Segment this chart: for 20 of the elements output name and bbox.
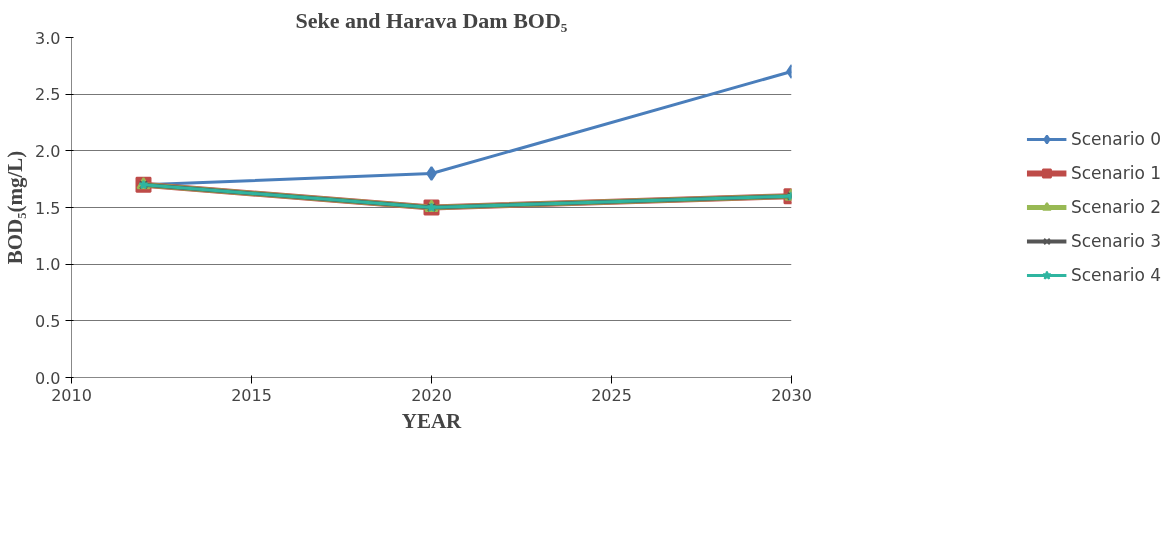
x-axis-title: YEAR — [401, 408, 463, 433]
x-tick-label: 2010 — [51, 385, 92, 405]
x-tick-label: 2030 — [771, 385, 812, 405]
x-tick-label: 2025 — [591, 385, 632, 405]
y-tick-label: 2.5 — [35, 85, 61, 105]
chart-title: Seke and Harava Dam BOD₅ — [295, 7, 568, 33]
y-tick-label: 0.0 — [35, 368, 61, 388]
legend-label: Scenario 3 — [1070, 231, 1162, 251]
y-tick-label: 2.0 — [35, 141, 61, 161]
y-axis-title: BOD₅(mg/L) — [3, 150, 28, 265]
x-tick-label: 2015 — [231, 385, 272, 405]
legend-label: Scenario 2 — [1070, 197, 1162, 217]
y-tick-label: 0.5 — [35, 311, 61, 331]
y-tick-label: 1.5 — [35, 198, 61, 218]
legend-label: Scenario 0 — [1070, 129, 1162, 149]
y-tick-label: 1.0 — [35, 255, 61, 275]
y-tick-label: 3.0 — [35, 28, 61, 48]
x-tick-label: 2020 — [411, 385, 452, 405]
legend-label: Scenario 4 — [1070, 265, 1162, 285]
legend-label: Scenario 1 — [1070, 163, 1162, 183]
